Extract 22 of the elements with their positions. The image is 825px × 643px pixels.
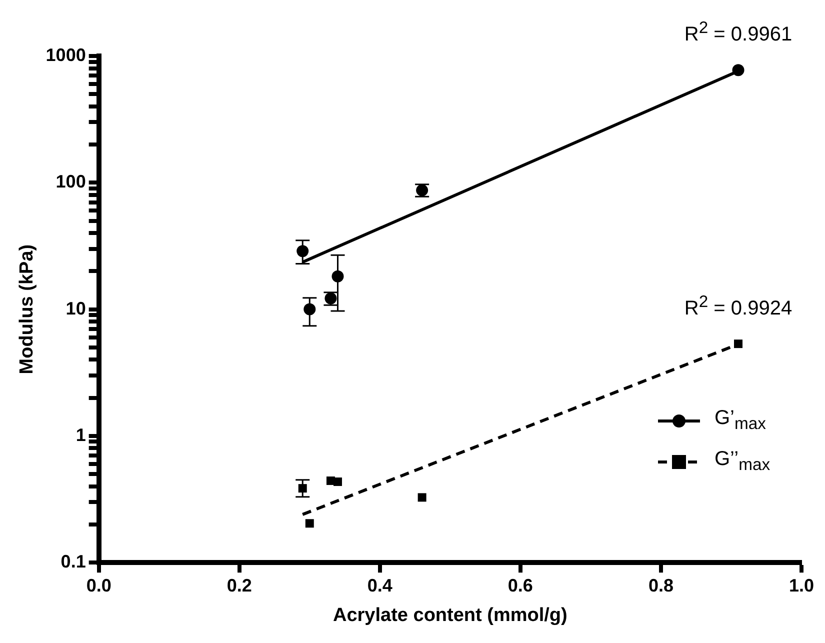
x-tick-label: 0.0 xyxy=(86,575,112,596)
y-tick-label: 1000 xyxy=(46,44,86,65)
point xyxy=(732,64,744,76)
annotation: R$^{2}$ = 0.9924 xyxy=(684,292,792,320)
x-tick-label: 0.4 xyxy=(367,575,392,596)
x-tick-label: 0.6 xyxy=(508,575,533,596)
y-tick-label: 0.1 xyxy=(60,552,86,572)
x-axis-title: Acrylate content (mmol/g) xyxy=(332,604,568,626)
point xyxy=(305,519,314,528)
point xyxy=(734,340,742,348)
point xyxy=(418,493,426,502)
y-tick-label: 100 xyxy=(56,172,86,192)
y-tick-label: 1 xyxy=(76,424,86,445)
x-tick-label: 1.0 xyxy=(788,575,814,596)
y-axis-title: Modulus (kPa) xyxy=(16,244,38,374)
y-tick-label: 10 xyxy=(66,298,86,318)
point xyxy=(334,477,342,486)
x-tick-label: 0.2 xyxy=(226,575,252,596)
annotation: R$^{2}$ = 0.9961 xyxy=(684,18,792,47)
legend-label: G’’$_{max}$ xyxy=(714,448,770,476)
x-tick-label: 0.8 xyxy=(648,575,674,596)
legend-label: G’$_{max}$ xyxy=(714,407,766,434)
